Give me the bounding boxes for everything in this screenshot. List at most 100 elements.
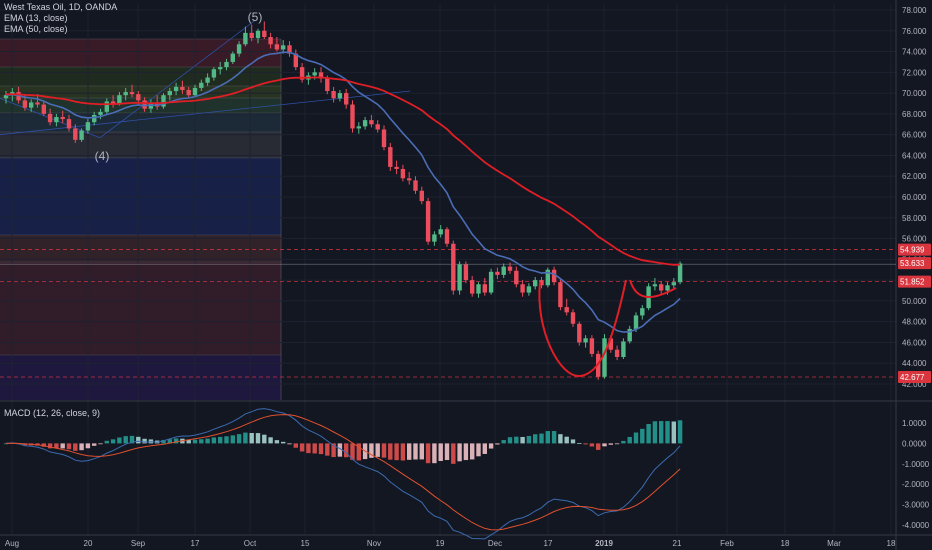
macd-histogram-bar (306, 443, 311, 454)
price-tick-label: 76.000 (902, 27, 927, 36)
candle-body (205, 77, 210, 83)
price-tick-label: 70.000 (902, 89, 927, 98)
macd-histogram-bar (520, 436, 525, 444)
macd-histogram-bar (205, 438, 210, 444)
macd-histogram-bar (413, 443, 418, 460)
macd-histogram-bar (129, 435, 135, 444)
macd-histogram-bar (79, 443, 84, 451)
time-tick-label: 17 (191, 539, 200, 548)
macd-histogram-bar (501, 440, 506, 444)
candle-body (66, 119, 72, 129)
macd-tick-label: -4.0000 (902, 521, 930, 530)
macd-histogram-bar (614, 443, 620, 445)
price-label-text: 53.633 (900, 259, 925, 268)
price-tick-label: 78.000 (902, 6, 927, 15)
candle-body (218, 67, 223, 70)
macd-histogram-bar (438, 443, 443, 462)
fib-zone (0, 355, 281, 400)
candle-body (470, 280, 475, 294)
time-tick-label: 20 (84, 539, 93, 548)
macd-tick-label: 0.0000 (902, 439, 927, 448)
price-tick-label: 48.000 (902, 318, 927, 327)
candle-body (92, 114, 97, 123)
macd-histogram-bar (476, 443, 481, 457)
ema-fast-legend[interactable]: EMA (13, close) (4, 13, 68, 23)
time-axis[interactable]: Aug 20 Sep 17 Oct 15 Nov 19 Dec 17 2019 21 Feb 18 Mar 1… (5, 539, 896, 548)
price-labels: 54.939 53.633 51.852 42.677 (898, 243, 931, 383)
macd-histogram-bar (281, 441, 286, 444)
wave-label-4: (4) (95, 149, 110, 163)
wave-label-5: (5) (248, 10, 263, 24)
candle-body (533, 280, 538, 287)
macd-histogram-bar (85, 443, 91, 449)
time-tick-label: Oct (244, 539, 257, 548)
candle-body (117, 95, 122, 104)
macd-histogram-bar (3, 443, 9, 445)
time-tick-label: Dec (488, 539, 502, 548)
price-tick-label: 46.000 (902, 338, 927, 347)
macd-histogram-bar (671, 421, 676, 444)
macd-histogram-bar (161, 439, 166, 444)
macd-histogram-bar (539, 433, 544, 444)
candle-body (495, 271, 500, 275)
cup-pattern-drawing (538, 279, 677, 378)
signal-line (5, 414, 681, 531)
candle-body (362, 120, 368, 127)
macd-axis[interactable]: 1.0000 0.0000 -1.0000 -2.0000 -3.0000 -4.0000 (902, 419, 930, 530)
candle-body (161, 95, 166, 107)
candle-body (312, 72, 317, 76)
macd-histogram-bar (54, 443, 59, 449)
candle-body (199, 82, 204, 88)
candle-body (394, 166, 399, 169)
symbol-title[interactable]: West Texas Oil, 1D, OANDA (4, 2, 118, 12)
candle-body (444, 229, 450, 244)
macd-histogram-bar (432, 443, 437, 464)
price-tick-label: 74.000 (902, 48, 927, 57)
macd-legend: MACD (12, 26, close, 9) (4, 408, 100, 419)
macd-histogram-bar (318, 443, 324, 455)
candle-body (602, 338, 607, 377)
time-tick-label: 18 (781, 539, 790, 548)
price-tick-label: 68.000 (902, 110, 927, 119)
macd-histogram-bar (337, 443, 343, 457)
macd-histogram-bar (211, 437, 217, 444)
candle-body (476, 284, 481, 294)
candle-body (381, 129, 387, 148)
candle-body (425, 201, 431, 242)
macd-histogram-bar (369, 443, 374, 458)
macd-histogram-bar (583, 443, 588, 445)
price-label-box (898, 370, 931, 383)
candle-body (520, 284, 525, 293)
price-axis[interactable]: 42.00044.00046.00048.00050.00052.00054.0… (902, 6, 927, 389)
macd-histogram-bar (73, 443, 78, 451)
macd-histogram-bar (627, 436, 632, 444)
candle-body (123, 92, 128, 96)
macd-histogram-bar (400, 443, 406, 461)
candle-body (35, 102, 40, 105)
macd-histogram-bar (41, 443, 46, 447)
candle-body (262, 30, 267, 38)
macd-histogram-bar (192, 439, 198, 444)
candle-body (621, 341, 626, 357)
macd-histogram-bar (199, 439, 204, 444)
candle-body (236, 44, 242, 54)
macd-histogram-bar (255, 433, 261, 444)
candle-body (325, 78, 330, 92)
macd-histogram-bar (419, 443, 424, 460)
ema-slow-legend[interactable]: EMA (50, close) (4, 24, 68, 34)
price-label-box (898, 243, 931, 256)
macd-histogram-bar (136, 436, 141, 444)
chart-legend: West Texas Oil, 1D, OANDA EMA (13, close… (4, 2, 117, 35)
ema-fast-line (5, 51, 681, 333)
macd-histogram-bar (394, 443, 399, 461)
macd-histogram-bar (218, 436, 223, 444)
macd-title[interactable]: MACD (12, 26, close, 9) (4, 408, 101, 418)
candle-body (129, 92, 135, 95)
macd-tick-label: -3.0000 (902, 501, 930, 510)
price-label-text: 54.939 (900, 246, 925, 255)
macd-histogram-bar (287, 443, 292, 445)
candle-body (243, 32, 248, 45)
